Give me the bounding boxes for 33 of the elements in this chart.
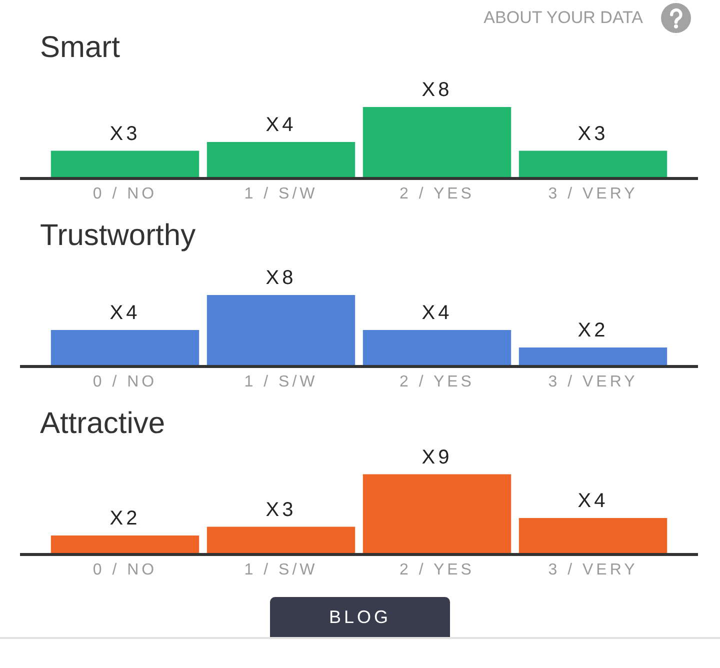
x-tick-label: 3 / VERY — [548, 186, 638, 202]
x-tick-label: 2 / YES — [400, 374, 474, 390]
bar — [50, 536, 200, 553]
data-label: X3 — [110, 122, 140, 145]
data-label: X4 — [578, 490, 608, 512]
x-tick-label: 0 / NO — [92, 374, 158, 390]
data-label: X8 — [422, 79, 452, 101]
x-tick-label: 3 / VERY — [548, 562, 638, 578]
data-label: X4 — [422, 302, 452, 324]
chart-title: Trustworthy — [40, 218, 196, 254]
bar — [362, 474, 512, 553]
x-tick-label: 2 / YES — [400, 562, 474, 578]
x-tick-label: 1 / S/W — [244, 562, 318, 578]
x-tick-label: 0 / NO — [92, 186, 158, 202]
text: ABOUT YOUR DATA — [484, 7, 643, 29]
chart-title: Attractive — [40, 406, 166, 442]
x-tick-label: 1 / S/W — [244, 374, 318, 390]
x-tick-label: 2 / YES — [400, 186, 474, 202]
x-tick-label: 0 / NO — [92, 562, 158, 578]
data-label: X4 — [266, 114, 296, 136]
data-label: X2 — [110, 508, 140, 530]
button: BLOG — [270, 597, 450, 637]
data-label: X4 — [110, 302, 140, 324]
x-tick-label: 3 / VERY — [548, 374, 638, 390]
chart-title: Smart — [40, 30, 120, 66]
data-label: X3 — [266, 498, 296, 521]
bar — [518, 518, 668, 553]
data-label: X9 — [422, 446, 452, 468]
x-tick-label: 1 / S/W — [244, 186, 318, 202]
data-label: X8 — [266, 267, 296, 289]
data-label: X2 — [578, 320, 608, 342]
data-label: X3 — [578, 122, 608, 145]
bar — [206, 526, 356, 553]
